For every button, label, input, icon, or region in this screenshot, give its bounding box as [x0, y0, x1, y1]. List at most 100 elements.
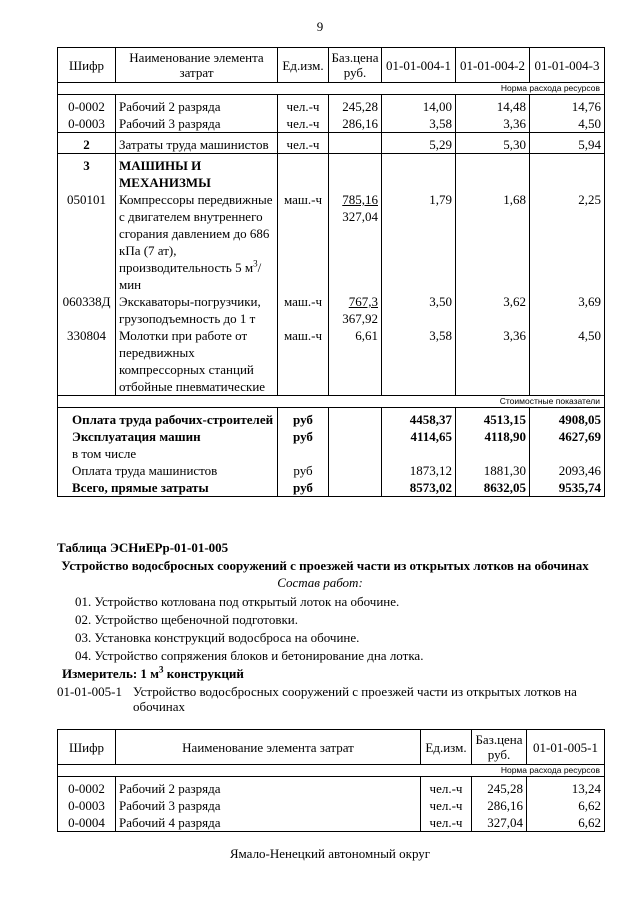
cost-value: 4908,05 — [529, 407, 605, 428]
code: 0-0003 — [57, 797, 116, 814]
price-value: 767,3 — [348, 294, 378, 309]
measure: Измеритель: 1 м3 конструкций — [62, 665, 244, 683]
code: 0-0003 — [57, 115, 116, 133]
norm: 2,25 — [529, 191, 605, 293]
header-cell: Наименование элемента затрат — [115, 729, 421, 765]
resource-table: Шифр Наименование элемента затрат Ед.изм. Б… — [57, 47, 605, 497]
norm: 13,24 — [526, 776, 605, 797]
price — [328, 479, 382, 497]
unit: чел.-ч — [420, 814, 472, 832]
header-cell: 01-01-005-1 — [526, 729, 605, 765]
subheader-row: Норма расхода ресурсов — [57, 82, 605, 95]
row: 3 МАШИНЫ И МЕХАНИЗМЫ — [57, 153, 605, 191]
page-number: 9 — [316, 19, 324, 34]
unit — [277, 153, 329, 191]
name: Молотки при работе от передвижных компре… — [115, 327, 278, 396]
norm — [529, 153, 605, 191]
name: Рабочий 3 разряда — [115, 797, 421, 814]
item-text: Устройство водосбросных сооружений с про… — [133, 684, 577, 699]
price — [328, 428, 382, 445]
unit: чел.-ч — [420, 776, 472, 797]
price: 245,28 — [471, 776, 527, 797]
cost-value: 1881,30 — [455, 462, 530, 479]
work-item: 02. Устройство щебеночной подготовки. — [75, 612, 298, 627]
norm: 4,50 — [529, 115, 605, 133]
norm: 1,68 — [455, 191, 530, 293]
cost-value: 9535,74 — [529, 479, 605, 497]
price: 245,28 — [328, 94, 382, 115]
code: 330804 — [57, 327, 116, 396]
cost-value: 4118,90 — [455, 428, 530, 445]
norm: 6,62 — [526, 797, 605, 814]
price: 286,16 — [328, 115, 382, 133]
composition-title: Состав работ: — [277, 575, 363, 590]
header-cell: Ед.изм. — [277, 47, 329, 83]
unit: маш.-ч — [277, 191, 329, 293]
price — [328, 445, 382, 462]
row: 0-0004 Рабочий 4 разряда чел.-ч 327,04 6,62 — [57, 814, 605, 832]
unit: маш.-ч — [277, 327, 329, 396]
unit: руб — [277, 407, 329, 428]
price — [328, 462, 382, 479]
cost-name: Эксплуатация машин — [57, 428, 278, 445]
footer: Ямало-Ненецкий автономный округ — [229, 846, 431, 861]
header-cell: Баз.цена руб. — [328, 47, 382, 83]
subheader-row: Норма расхода ресурсов — [57, 764, 605, 777]
norm: 1,79 — [381, 191, 456, 293]
header-cell: Наименование элемента затрат — [115, 47, 278, 83]
resource-table: Шифр Наименование элемента затрат Ед.изм. Б… — [57, 729, 605, 832]
norm: 14,48 — [455, 94, 530, 115]
work-item: 01. Устройство котлована под открытый ло… — [75, 594, 400, 609]
work-item: 03. Установка конструкций водосброса на … — [75, 630, 360, 645]
name: Затраты труда машинистов — [115, 132, 278, 154]
cost-value — [529, 445, 605, 462]
subheader: Норма расхода ресурсов — [57, 82, 605, 95]
norm: 3,50 — [381, 293, 456, 327]
code: 0-0004 — [57, 814, 116, 832]
header-cell: 01-01-004-2 — [455, 47, 530, 83]
price-value: 367,92 — [342, 311, 378, 326]
name: Экскаваторы-погрузчики, грузоподъемность… — [115, 293, 278, 327]
row: 0-0003 Рабочий 3 разряда чел.-ч 286,16 6,62 — [57, 797, 605, 814]
cost-name: в том числе — [57, 445, 278, 462]
norm: 3,58 — [381, 115, 456, 133]
name: Рабочий 2 разряда — [115, 94, 278, 115]
cost-row: Оплата труда машинистов руб 1873,12 1881,30… — [57, 462, 605, 479]
header-row: Шифр Наименование элемента затрат Ед.изм. Б… — [57, 47, 605, 83]
norm: 5,94 — [529, 132, 605, 154]
norm: 3,36 — [455, 327, 530, 396]
norm: 3,62 — [455, 293, 530, 327]
cost-value: 4627,69 — [529, 428, 605, 445]
cost-value: 4513,15 — [455, 407, 530, 428]
cost-value: 4458,37 — [381, 407, 456, 428]
superscript: 3 — [159, 664, 164, 675]
row: 0-0002 Рабочий 2 разряда чел.-ч 245,28 13,24 — [57, 776, 605, 797]
text: конструкций — [163, 666, 244, 681]
cost-row: Оплата труда рабочих-строителей руб 4458,3… — [57, 407, 605, 428]
norm: 3,58 — [381, 327, 456, 396]
cost-value: 4114,65 — [381, 428, 456, 445]
norm: 3,69 — [529, 293, 605, 327]
price-value: 327,04 — [342, 209, 378, 224]
cost-name: Всего, прямые затраты — [57, 479, 278, 497]
code: 0-0002 — [57, 776, 116, 797]
code: 3 — [57, 153, 116, 191]
norm: 6,62 — [526, 814, 605, 832]
price: 785,16 327,04 — [328, 191, 382, 293]
price-value: 785,16 — [342, 192, 378, 207]
price — [328, 407, 382, 428]
header-cell: Шифр — [57, 47, 116, 83]
cost-name: Оплата труда рабочих-строителей — [57, 407, 278, 428]
superscript: 3 — [253, 258, 258, 269]
price: 767,3 367,92 — [328, 293, 382, 327]
section-heading: Устройство водосбросных сооружений с про… — [61, 558, 589, 573]
name: МАШИНЫ И МЕХАНИЗМЫ — [115, 153, 278, 191]
text: /мин — [119, 260, 262, 292]
cost-row: Эксплуатация машин руб 4114,65 4118,90 4627,… — [57, 428, 605, 445]
row: 0-0002 Рабочий 2 разряда чел.-ч 245,28 14,00… — [57, 94, 605, 115]
unit: чел.-ч — [277, 94, 329, 115]
price: 286,16 — [471, 797, 527, 814]
norm: 14,76 — [529, 94, 605, 115]
row: 330804 Молотки при работе от передвижных … — [57, 327, 605, 396]
row: 060338Д Экскаваторы-погрузчики, грузоподъ… — [57, 293, 605, 327]
